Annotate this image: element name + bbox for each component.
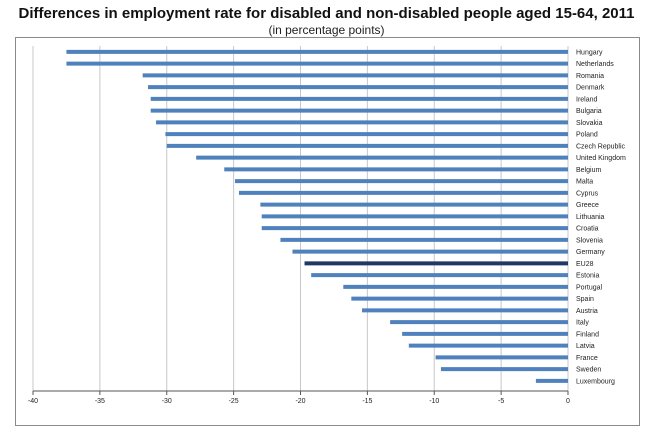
category-label-latvia: Latvia: [576, 343, 595, 350]
bar-hungary: [66, 49, 568, 54]
bar-lithuania: [261, 214, 568, 219]
bar-bulgaria: [150, 108, 568, 113]
x-tick-label: -25: [229, 398, 239, 405]
category-label-hungary: Hungary: [576, 49, 603, 56]
bar-finland: [402, 331, 568, 336]
category-label-lithuania: Lithuania: [576, 214, 605, 221]
bar-malta: [234, 179, 568, 184]
bar-denmark: [148, 85, 568, 90]
category-label-ireland: Ireland: [576, 96, 598, 103]
bar-croatia: [261, 226, 568, 231]
category-label-netherlands: Netherlands: [576, 61, 614, 68]
category-label-belgium: Belgium: [576, 167, 601, 174]
bar-spain: [351, 296, 568, 301]
bar-united-kingdom: [196, 155, 569, 160]
bar-estonia: [311, 273, 568, 278]
category-label-united-kingdom: United Kingdom: [576, 155, 626, 162]
category-label-portugal: Portugal: [576, 284, 603, 291]
category-label-spain: Spain: [576, 296, 594, 303]
plot-frame: [15, 37, 640, 426]
x-tick-label: 0: [566, 398, 570, 405]
category-label-croatia: Croatia: [576, 226, 599, 233]
category-label-romania: Romania: [576, 73, 604, 80]
x-tick-label: -10: [429, 398, 439, 405]
bar-italy: [390, 320, 568, 325]
bar-romania: [142, 73, 569, 78]
category-label-cyprus: Cyprus: [576, 190, 599, 197]
chart-title: Differences in employment rate for disab…: [18, 5, 635, 22]
category-label-slovenia: Slovenia: [576, 237, 603, 244]
category-label-czech-republic: Czech Republic: [576, 143, 626, 150]
bar-germany: [292, 249, 568, 254]
category-label-greece: Greece: [576, 202, 599, 209]
bar-luxembourg: [535, 378, 568, 383]
bar-slovakia: [156, 120, 569, 125]
x-tick-label: -40: [28, 398, 38, 405]
category-label-slovakia: Slovakia: [576, 120, 603, 127]
bar-czech-republic: [166, 143, 568, 148]
category-label-denmark: Denmark: [576, 85, 605, 92]
bar-slovenia: [280, 237, 568, 242]
bar-netherlands: [66, 61, 568, 66]
bar-france: [435, 355, 568, 360]
category-label-malta: Malta: [576, 179, 593, 186]
bar-eu28: [304, 261, 568, 266]
category-label-poland: Poland: [576, 132, 598, 139]
category-label-finland: Finland: [576, 331, 599, 338]
category-label-italy: Italy: [576, 320, 589, 327]
category-label-luxembourg: Luxembourg: [576, 378, 615, 385]
x-tick-label: -5: [498, 398, 504, 405]
category-label-sweden: Sweden: [576, 367, 601, 374]
x-tick-label: -20: [295, 398, 305, 405]
bar-sweden: [440, 367, 568, 372]
bar-cyprus: [238, 190, 568, 195]
bar-greece: [260, 202, 568, 207]
bar-portugal: [343, 284, 568, 289]
bar-ireland: [150, 96, 568, 101]
category-label-germany: Germany: [576, 249, 605, 256]
category-label-france: France: [576, 355, 598, 362]
x-tick-label: -35: [95, 398, 105, 405]
category-label-austria: Austria: [576, 308, 598, 315]
category-label-eu28: EU28: [576, 261, 594, 268]
bar-poland: [165, 132, 568, 137]
x-tick-label: -15: [362, 398, 372, 405]
x-tick-label: -30: [162, 398, 172, 405]
bar-austria: [362, 308, 568, 313]
category-label-bulgaria: Bulgaria: [576, 108, 602, 115]
category-label-estonia: Estonia: [576, 273, 599, 280]
chart-subtitle: (in percentage points): [268, 23, 385, 37]
bar-belgium: [224, 167, 568, 172]
bar-latvia: [408, 343, 568, 348]
